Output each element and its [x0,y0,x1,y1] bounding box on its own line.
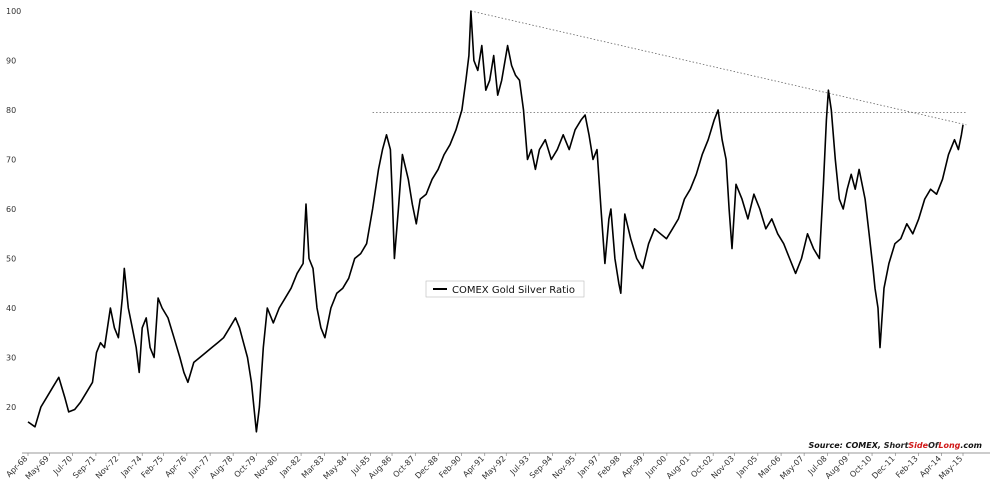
y-tick-label: 50 [6,255,16,264]
x-tick-label: Feb-98 [596,454,622,480]
x-tick-label: Apr-99 [620,454,645,479]
x-tick-label: Feb-13 [894,454,920,480]
x-tick-label: Feb-75 [139,454,165,480]
x-tick-label: Aug-86 [367,454,394,481]
x-tick-label: Feb-90 [437,454,463,480]
x-tick-label: Jan-74 [119,454,144,479]
x-tick-label: Jan-82 [277,454,302,479]
reference-lines [372,10,967,126]
source-caption: Source: COMEX, ShortSideOfLong.com [809,441,982,450]
x-tick-label: Jan-05 [734,454,759,479]
x-tick-label: Dec-88 [413,454,440,481]
y-axis: 20 30 40 50 60 70 80 90 100 [6,7,21,412]
legend: COMEX Gold Silver Ratio [425,280,585,298]
x-tick-label: Nov-03 [710,454,736,480]
series-layer [27,10,964,433]
y-tick-label: 60 [6,205,16,214]
x-tick-label: May-07 [778,454,805,481]
y-tick-label: 90 [6,57,16,66]
source-suffix: .com [960,441,982,450]
brand-short: Short [883,441,909,450]
x-tick-label: Nov-95 [551,454,577,480]
y-tick-label: 40 [6,304,16,313]
x-tick-label: Oct-87 [391,454,416,479]
x-tick-label: May-84 [322,454,349,481]
legend-box [425,280,585,298]
x-tick-label: Sep-94 [528,454,554,480]
x-tick-label: May-92 [480,454,507,481]
x-tick-label: May-69 [24,454,51,481]
x-tick-label: Nov-72 [94,454,120,480]
legend-label: COMEX Gold Silver Ratio [452,285,575,296]
trend-line [470,10,967,126]
series-line-gold-silver-ratio [27,10,964,433]
x-tick-label: Sep-71 [71,454,97,480]
x-tick-label: Dec-11 [870,454,897,481]
x-tick-label: Aug-78 [208,454,235,481]
x-tick-label: May-15 [937,454,964,481]
x-tick-label: Aug-01 [665,454,692,481]
y-tick-label: 80 [6,106,16,115]
y-tick-label: 70 [6,156,16,165]
x-tick-label: Jan-97 [575,454,600,479]
y-tick-label: 30 [6,354,16,363]
source-prefix: Source: COMEX, [808,441,884,450]
brand-of: Of [928,441,939,450]
brand-long: Long [938,441,961,450]
y-tick-label: 100 [6,7,21,16]
y-tick-label: 20 [6,403,16,412]
x-tick-label: Oct-10 [848,454,873,479]
x-tick-label: Apr-76 [163,454,188,479]
x-tick-label: Aug-09 [824,454,851,481]
brand-side: Side [908,441,929,450]
x-tick-label: Nov-80 [253,454,279,480]
